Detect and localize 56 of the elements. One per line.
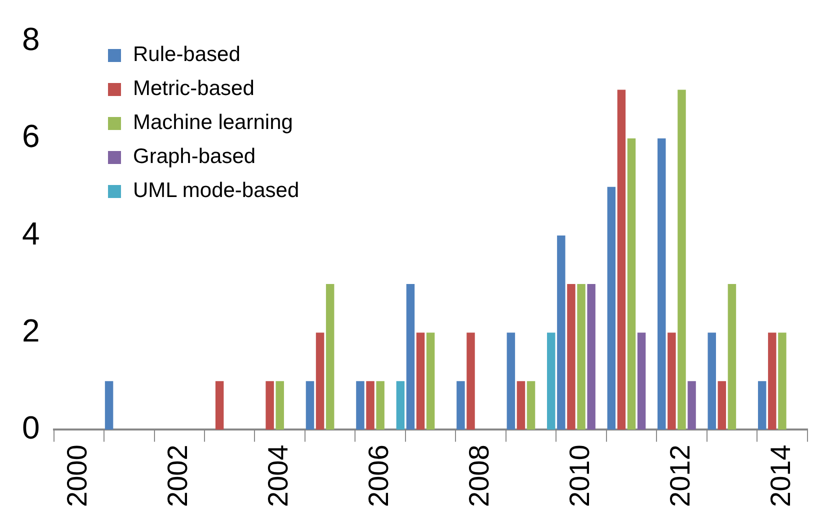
bar — [376, 381, 384, 430]
bar — [567, 284, 576, 430]
bar — [587, 284, 596, 430]
bar — [658, 138, 666, 430]
bar — [607, 186, 616, 430]
y-tick-label: 6 — [22, 118, 40, 154]
bar — [506, 332, 516, 430]
bar — [306, 381, 314, 430]
bar — [627, 138, 636, 430]
bar — [668, 332, 676, 430]
bar — [728, 284, 736, 430]
bar — [406, 284, 415, 430]
bar — [516, 381, 526, 430]
y-tick-label: 8 — [22, 21, 40, 58]
legend-label: Machine learning — [133, 110, 293, 136]
bar — [778, 332, 786, 430]
bar — [557, 235, 566, 430]
bar — [617, 90, 626, 430]
bar — [637, 332, 646, 430]
bar — [678, 90, 686, 430]
bar — [708, 332, 716, 430]
bar — [366, 381, 374, 430]
bar — [266, 381, 274, 430]
x-tick-label: 2012 — [664, 444, 696, 508]
bar — [577, 284, 586, 430]
bar — [416, 332, 425, 430]
bar — [718, 381, 726, 430]
bar — [688, 381, 696, 430]
y-tick-label: 4 — [22, 215, 40, 252]
x-tick-label: 2008 — [464, 444, 495, 508]
bar — [456, 381, 465, 430]
bar — [215, 381, 224, 430]
x-tick-label: 2006 — [363, 444, 394, 508]
legend-label: UML mode-based — [133, 178, 300, 204]
y-tick-label: 2 — [22, 312, 40, 348]
bar — [426, 332, 435, 430]
bar — [547, 332, 556, 430]
bar — [758, 381, 766, 430]
x-tick-label: 2004 — [262, 444, 294, 508]
legend-label: Graph-based — [133, 144, 256, 170]
bar — [768, 332, 776, 430]
y-tick-label: 0 — [22, 410, 40, 446]
bar — [526, 381, 536, 430]
legend-label: Rule-based — [133, 42, 240, 68]
bar — [466, 332, 475, 430]
bar — [356, 381, 364, 430]
bar — [396, 381, 405, 430]
bar — [104, 381, 114, 430]
x-tick-label: 2014 — [764, 444, 796, 508]
bar — [316, 332, 324, 430]
legend-label: Metric-based — [133, 76, 254, 102]
x-tick-label: 2002 — [162, 444, 194, 508]
x-tick-label: 2000 — [62, 444, 93, 508]
bar — [326, 284, 334, 430]
x-tick-label: 2010 — [564, 444, 595, 508]
bar — [276, 381, 284, 430]
